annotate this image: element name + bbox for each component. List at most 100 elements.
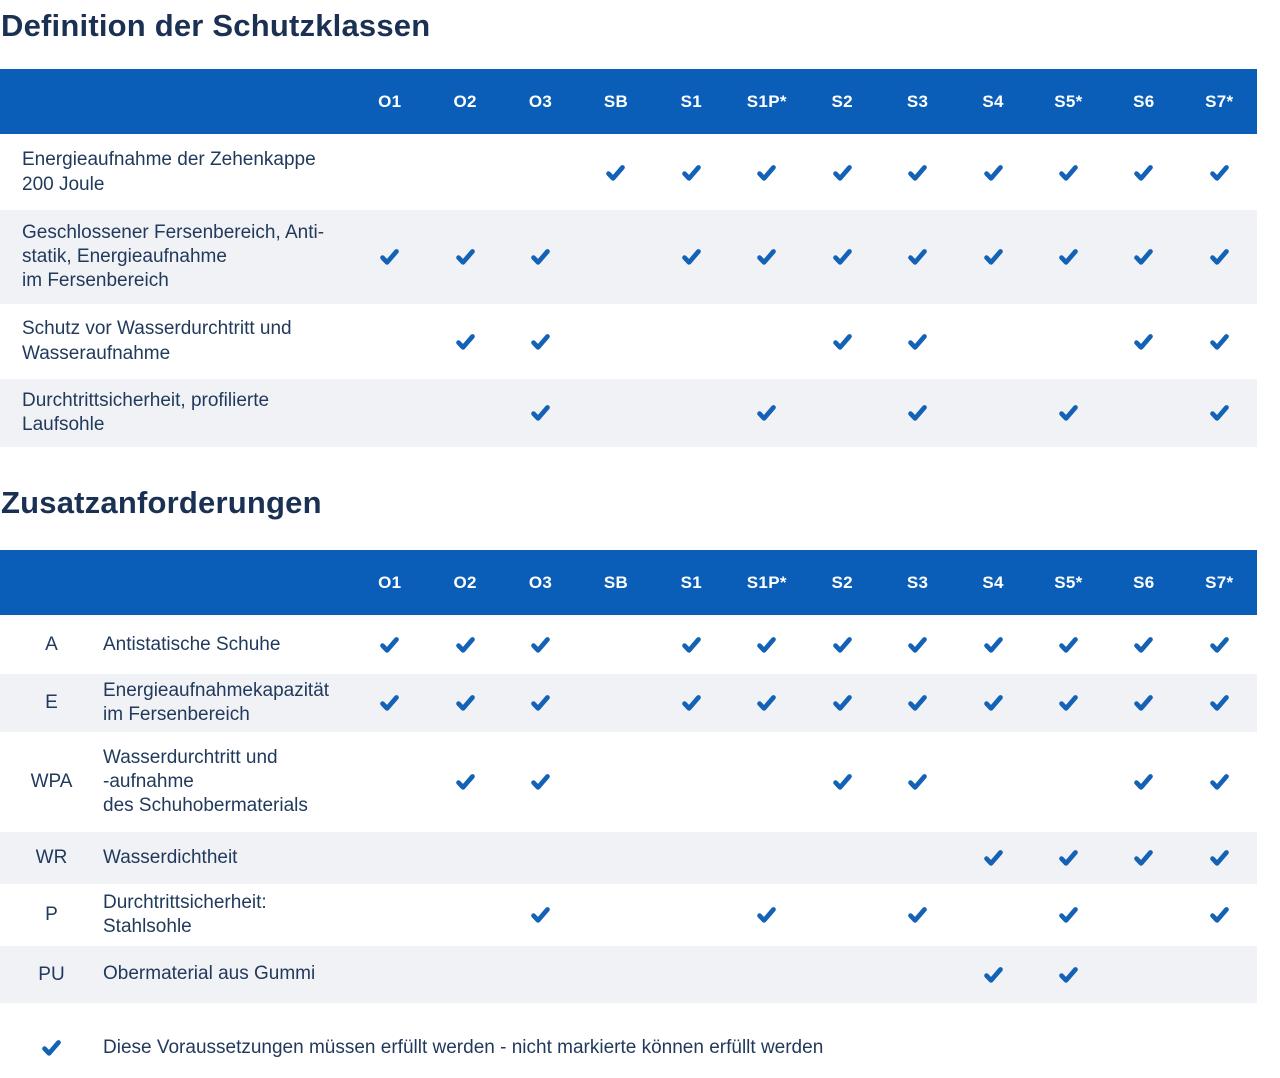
check-icon (832, 695, 852, 711)
check-icon (531, 695, 550, 711)
row-label: Energieaufnahme der Zehenkappe 200 Joule (22, 149, 316, 195)
check-icon (455, 774, 475, 790)
table-row: Durchtrittsicherheit, profilierte Laufsoh… (0, 379, 1257, 447)
cell-s7star (1182, 774, 1257, 790)
check-icon (455, 695, 475, 711)
table-schutzklassen: O1 O2 O3 SB S1 S1P* S2 S3 S4 S5* S6 S7* Energieaufna… (0, 69, 1257, 447)
cell-s2 (804, 164, 879, 181)
cell-s5star (1031, 164, 1106, 181)
cell-s6 (1106, 774, 1181, 790)
check-icon (757, 164, 777, 181)
check-icon (1134, 164, 1154, 181)
cell-s4 (955, 249, 1030, 265)
check-icon (1059, 249, 1078, 265)
column-header-o1: O1 (378, 91, 402, 111)
check-icon (1059, 405, 1078, 421)
cell-o1 (352, 249, 427, 265)
column-header-s1pstar: S1P* (746, 91, 787, 111)
row-code: A (45, 634, 58, 655)
cell-s1 (654, 164, 729, 181)
column-header-s2: S2 (831, 91, 853, 111)
check-icon (1209, 164, 1229, 181)
check-icon (1059, 164, 1078, 181)
cell-s7star (1182, 695, 1257, 711)
column-header-o1: O1 (378, 572, 402, 592)
cell-s3 (880, 405, 955, 421)
cell-s5star (1031, 850, 1106, 866)
column-header-o2: O2 (453, 91, 477, 111)
check-icon (908, 907, 927, 923)
check-icon (531, 907, 550, 923)
check-icon (1209, 637, 1229, 653)
check-icon (682, 637, 701, 653)
check-icon (1059, 850, 1078, 866)
check-icon (606, 164, 626, 181)
column-header-sb: SB (603, 91, 629, 111)
check-icon (983, 249, 1003, 265)
cell-s1 (654, 695, 729, 711)
cell-s1 (654, 637, 729, 653)
check-icon (1059, 637, 1078, 653)
check-icon (1134, 249, 1154, 265)
cell-s6 (1106, 695, 1181, 711)
check-icon (1209, 249, 1229, 265)
check-icon (908, 249, 927, 265)
check-icon (1134, 695, 1154, 711)
check-icon (42, 1040, 61, 1056)
cell-s6 (1106, 164, 1181, 181)
row-label: Wasserdurchtritt und -aufnahme des Schuhob… (103, 746, 308, 817)
column-header-sb: SB (603, 572, 629, 592)
check-icon (908, 637, 927, 653)
check-icon (531, 774, 550, 790)
check-icon (1209, 333, 1229, 350)
check-icon (983, 966, 1003, 983)
cell-o2 (427, 249, 502, 265)
cell-s3 (880, 164, 955, 181)
cell-s3 (880, 637, 955, 653)
cell-s1pstar (729, 164, 804, 181)
cell-s5star (1031, 637, 1106, 653)
cell-s4 (955, 164, 1030, 181)
cell-s2 (804, 333, 879, 350)
check-icon (380, 637, 400, 653)
check-icon (983, 637, 1003, 653)
column-header-o2: O2 (453, 572, 477, 592)
cell-s5star (1031, 695, 1106, 711)
table-row: WPA Wasserdurchtritt und -aufnahme des Schu… (0, 734, 1257, 830)
table-header-row: O1 O2 O3 SB S1 S1P* S2 S3 S4 S5* S6 S7* (0, 69, 1257, 134)
cell-s7star (1182, 405, 1257, 421)
check-icon (1134, 774, 1154, 790)
check-icon (983, 695, 1003, 711)
column-header-s4: S4 (982, 572, 1004, 592)
row-code: WPA (30, 771, 73, 792)
cell-s1pstar (729, 637, 804, 653)
cell-s7star (1182, 637, 1257, 653)
cell-o3 (503, 637, 578, 653)
check-icon (380, 695, 400, 711)
check-icon (832, 164, 852, 181)
check-icon (757, 695, 777, 711)
cell-s5star (1031, 405, 1106, 421)
check-icon (1134, 850, 1154, 866)
cell-o1 (352, 637, 427, 653)
cell-s7star (1182, 333, 1257, 350)
cell-s6 (1106, 333, 1181, 350)
cell-s5star (1031, 966, 1106, 983)
row-label: Antistatische Schuhe (103, 633, 281, 655)
check-icon (757, 249, 777, 265)
check-icon (832, 333, 852, 350)
cell-s6 (1106, 249, 1181, 265)
cell-o3 (503, 774, 578, 790)
row-code: P (45, 904, 58, 925)
cell-s3 (880, 249, 955, 265)
table-row: P Durchtrittsicherheit: Stahlsohle (0, 886, 1257, 944)
column-header-o3: O3 (528, 91, 553, 111)
cell-s2 (804, 695, 879, 711)
table-row: Schutz vor Wasserdurchtritt und Wasserauf… (0, 306, 1257, 377)
check-icon (380, 249, 400, 265)
cell-s7star (1182, 249, 1257, 265)
page-title-schutzklassen: Definition der Schutzklassen (1, 8, 431, 43)
row-label: Geschlossener Fersenbereich, Anti-statik… (22, 221, 325, 292)
check-icon (1059, 695, 1078, 711)
table-row: PU Obermaterial aus Gummi (0, 946, 1257, 1003)
